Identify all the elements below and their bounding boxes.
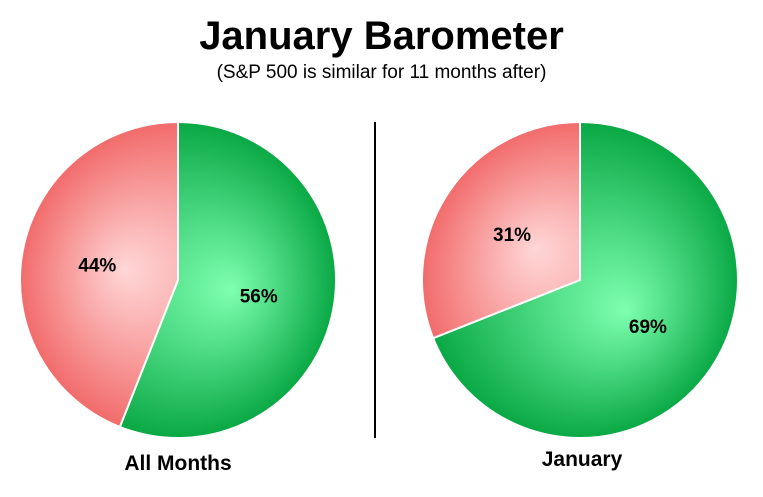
slice-percentage-label: 44%	[78, 256, 116, 277]
pie-slice-red	[421, 120, 581, 340]
chart-subtitle: (S&P 500 is similar for 11 months after)	[216, 62, 547, 83]
pie-slice-green	[431, 120, 739, 439]
pie-chart-all-months: 56% 44%	[19, 120, 337, 439]
pie-label-all-months: All Months	[124, 452, 232, 475]
pie-slice-red	[19, 120, 179, 429]
divider-line	[374, 122, 376, 438]
pie-slice-green	[118, 120, 337, 439]
pie-chart-january: 69% 31%	[421, 120, 739, 439]
slice-percentage-label: 69%	[629, 317, 667, 338]
slice-percentage-label: 56%	[240, 286, 278, 307]
pie-label-january: January	[541, 448, 623, 471]
chart-title: January Barometer	[199, 14, 564, 58]
slice-percentage-label: 31%	[493, 225, 531, 246]
